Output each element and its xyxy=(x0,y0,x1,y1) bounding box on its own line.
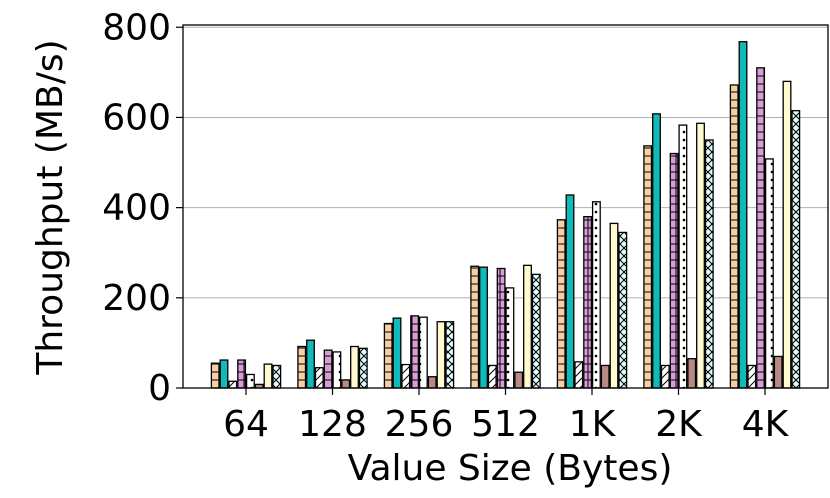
bar xyxy=(228,380,238,389)
bar xyxy=(306,339,315,389)
bar xyxy=(332,351,342,389)
bar xyxy=(297,345,307,389)
bar xyxy=(609,222,619,389)
x-tick-label: 2K xyxy=(655,404,703,445)
bar xyxy=(652,113,661,389)
bar xyxy=(401,363,411,389)
y-tick-label: 600 xyxy=(102,97,171,138)
bar xyxy=(263,363,273,389)
bar xyxy=(479,266,488,389)
x-tick-label: 64 xyxy=(223,404,269,445)
y-tick-label: 400 xyxy=(102,188,171,229)
x-tick-label: 128 xyxy=(298,404,367,445)
x-axis-label: Value Size (Bytes) xyxy=(348,448,673,489)
bar xyxy=(591,201,601,389)
bar xyxy=(383,322,393,389)
bar xyxy=(470,265,480,389)
y-tick-label: 0 xyxy=(148,368,171,409)
bar xyxy=(341,379,351,389)
bar xyxy=(445,321,455,389)
bar xyxy=(600,364,610,389)
y-tick-label: 800 xyxy=(102,7,171,48)
bar xyxy=(660,364,670,389)
bar xyxy=(687,358,697,389)
bar xyxy=(219,359,229,389)
bar xyxy=(245,373,255,389)
bar xyxy=(782,80,792,389)
bar xyxy=(418,316,428,389)
plot-frame xyxy=(182,24,829,389)
bar xyxy=(643,145,653,389)
bar xyxy=(487,364,497,389)
bar xyxy=(729,84,739,389)
bar xyxy=(678,124,688,389)
bar xyxy=(574,361,584,389)
bar xyxy=(350,345,359,389)
bar xyxy=(696,122,705,389)
bar xyxy=(747,364,757,389)
bar xyxy=(738,41,748,389)
bar xyxy=(618,231,628,389)
bar xyxy=(358,347,368,389)
bar xyxy=(756,67,766,389)
bar xyxy=(410,315,420,389)
bar xyxy=(556,219,566,389)
bar xyxy=(583,215,593,389)
bar xyxy=(436,321,446,389)
bar xyxy=(496,267,506,389)
bar xyxy=(791,110,801,389)
bar xyxy=(314,367,324,389)
bar xyxy=(764,158,774,389)
bar xyxy=(323,349,333,389)
x-tick-label: 256 xyxy=(385,404,454,445)
bar xyxy=(704,139,714,389)
bar xyxy=(531,273,541,389)
bar xyxy=(773,355,783,389)
bar xyxy=(210,362,220,389)
bar xyxy=(669,152,679,389)
x-tick-label: 512 xyxy=(471,404,540,445)
y-tick-label: 200 xyxy=(102,278,171,319)
y-axis-label: Throughput (MB/s) xyxy=(30,39,71,375)
bar xyxy=(514,371,524,389)
bar xyxy=(565,194,575,389)
bar xyxy=(523,264,532,389)
bar xyxy=(272,364,282,389)
bar xyxy=(505,287,515,389)
bar xyxy=(427,376,437,389)
bar xyxy=(392,317,402,389)
x-tick-label: 1K xyxy=(569,404,617,445)
x-tick-label: 4K xyxy=(742,404,790,445)
bar xyxy=(237,359,247,389)
